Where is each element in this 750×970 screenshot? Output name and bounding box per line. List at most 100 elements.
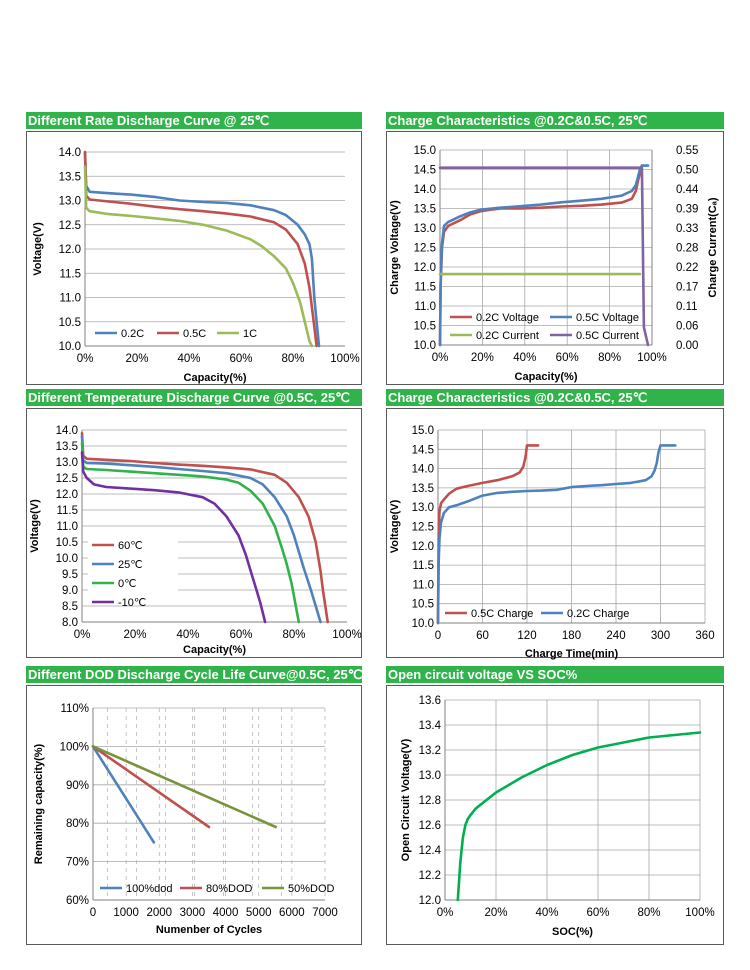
x-tick-label: 180 bbox=[562, 630, 581, 642]
x-tick-label: 60% bbox=[229, 629, 252, 641]
x-tick-label: 80% bbox=[598, 352, 621, 364]
x-tick-label: 100% bbox=[332, 629, 361, 641]
x-tick-label: 80% bbox=[637, 907, 660, 919]
x-tick-label: 0 bbox=[90, 907, 96, 919]
series-line-25℃ bbox=[80, 435, 322, 624]
series-line-0.5C bbox=[83, 150, 318, 348]
panel-1-frame bbox=[26, 131, 362, 385]
y2-tick-label: 0.11 bbox=[676, 301, 698, 313]
y-tick-label: 12.0 bbox=[414, 262, 436, 274]
y-tick-label: 14.5 bbox=[412, 444, 434, 456]
y-tick-label: 11.0 bbox=[412, 579, 434, 591]
y-axis-label: Voltage(V) bbox=[29, 499, 41, 553]
y2-tick-label: 0.39 bbox=[676, 204, 698, 216]
y-tick-label: 10.5 bbox=[412, 599, 434, 611]
x-tick-label: 0% bbox=[74, 629, 91, 641]
x-tick-label: 0% bbox=[437, 907, 454, 919]
y-tick-label: 11.0 bbox=[56, 521, 78, 533]
x-tick-label: 100% bbox=[330, 353, 359, 365]
x-axis-label: Charge Time(min) bbox=[525, 648, 619, 660]
y-tick-label: 12.5 bbox=[56, 473, 78, 485]
y-tick-label: 12.0 bbox=[412, 541, 434, 553]
series-line-60℃ bbox=[80, 431, 330, 624]
y-tick-label: 11.5 bbox=[59, 268, 81, 280]
y-tick-label: 11.5 bbox=[56, 505, 78, 517]
legend-label: 0.5C Charge bbox=[471, 608, 533, 620]
legend-label: 100%dod bbox=[126, 883, 173, 895]
legend-label: 0.5C Voltage bbox=[576, 312, 639, 324]
y-tick-label: 13.0 bbox=[412, 502, 434, 514]
x-tick-label: 360 bbox=[695, 630, 714, 642]
legend-label: -10℃ bbox=[118, 597, 146, 609]
panel-4-header: Charge Characteristics @0.2C&0.5C, 25℃ bbox=[386, 389, 724, 406]
x-tick-label: 60% bbox=[586, 907, 609, 919]
legend-label: 0.5C Current bbox=[576, 330, 639, 342]
y-tick-label: 12.8 bbox=[419, 795, 441, 807]
y-tick-label: 12.2 bbox=[419, 870, 441, 882]
x-axis-label: SOC(%) bbox=[552, 926, 593, 938]
x-tick-label: 40% bbox=[535, 907, 558, 919]
x-tick-label: 20% bbox=[123, 629, 146, 641]
legend-box bbox=[88, 538, 178, 604]
y2-tick-label: 0.44 bbox=[676, 184, 699, 196]
y-tick-label: 8.0 bbox=[62, 617, 78, 629]
series-line-0.5C Current bbox=[438, 166, 650, 347]
y2-tick-label: 0.28 bbox=[676, 243, 698, 255]
legend-label: 0.2C Charge bbox=[567, 608, 629, 620]
x-tick-label: 4000 bbox=[213, 907, 239, 919]
y-tick-label: 10.5 bbox=[56, 537, 78, 549]
y-tick-label: 100% bbox=[60, 741, 89, 753]
panel-6-header: Open circuit voltage VS SOC% bbox=[386, 666, 724, 683]
y-tick-label: 12.0 bbox=[59, 244, 81, 256]
x-tick-label: 60% bbox=[556, 352, 579, 364]
series-line-50%DOD bbox=[91, 745, 278, 829]
panel-2-header: Charge Characteristics @0.2C&0.5C, 25℃ bbox=[386, 112, 724, 129]
y-tick-label: 13.0 bbox=[419, 770, 441, 782]
y-tick-label: 15.0 bbox=[414, 145, 436, 157]
y2-tick-label: 0.50 bbox=[676, 165, 698, 177]
x-tick-label: 0 bbox=[435, 630, 441, 642]
y2-tick-label: 0.00 bbox=[676, 340, 698, 352]
x-axis-label: Capacity(%) bbox=[515, 371, 578, 383]
x-tick-label: 20% bbox=[471, 352, 494, 364]
y-axis-label: Open Circuit Voltage(V) bbox=[400, 738, 412, 861]
x-axis-label: Numenber of Cycles bbox=[156, 924, 262, 936]
y2-tick-label: 0.55 bbox=[676, 145, 698, 157]
y-tick-label: 14.5 bbox=[414, 165, 436, 177]
y-tick-label: 14.0 bbox=[412, 464, 434, 476]
y2-tick-label: 0.22 bbox=[676, 262, 698, 274]
panel-5-header: Different DOD Discharge Cycle Life Curve… bbox=[26, 666, 362, 683]
y-tick-label: 12.0 bbox=[56, 489, 78, 501]
y-tick-label: 90% bbox=[66, 780, 89, 792]
x-tick-label: 6000 bbox=[279, 907, 305, 919]
x-tick-label: 40% bbox=[176, 629, 199, 641]
legend-label: 0.2C Current bbox=[476, 330, 539, 342]
y-axis-label: Voltage(V) bbox=[32, 222, 44, 276]
y-axis-label: Charge Voltage(V) bbox=[389, 200, 401, 295]
x-tick-label: 2000 bbox=[146, 907, 172, 919]
y-tick-label: 13.5 bbox=[59, 171, 81, 183]
y-tick-label: 13.5 bbox=[412, 483, 434, 495]
y-tick-label: 13.2 bbox=[419, 745, 441, 757]
y-axis-label: Remaining capacity(%) bbox=[33, 743, 45, 864]
y-tick-label: 10.0 bbox=[414, 340, 436, 352]
x-tick-label: 60 bbox=[476, 630, 489, 642]
y-tick-label: 15.0 bbox=[412, 425, 434, 437]
x-tick-label: 300 bbox=[651, 630, 670, 642]
x-tick-label: 40% bbox=[177, 353, 200, 365]
x-tick-label: 120 bbox=[517, 630, 536, 642]
y-tick-label: 9.0 bbox=[62, 585, 78, 597]
x-tick-label: 0% bbox=[77, 353, 94, 365]
y-tick-label: 10.0 bbox=[56, 553, 78, 565]
y-tick-label: 14.0 bbox=[59, 147, 81, 159]
x-axis-label: Capacity(%) bbox=[184, 372, 247, 384]
y-tick-label: 14.0 bbox=[56, 425, 78, 437]
y-tick-label: 11.0 bbox=[59, 293, 81, 305]
y-tick-label: 110% bbox=[60, 703, 89, 715]
series-line-0.2C bbox=[83, 150, 321, 348]
series-line--10℃ bbox=[80, 451, 267, 624]
y-tick-label: 11.0 bbox=[414, 301, 436, 313]
y-tick-label: 14.0 bbox=[414, 184, 436, 196]
